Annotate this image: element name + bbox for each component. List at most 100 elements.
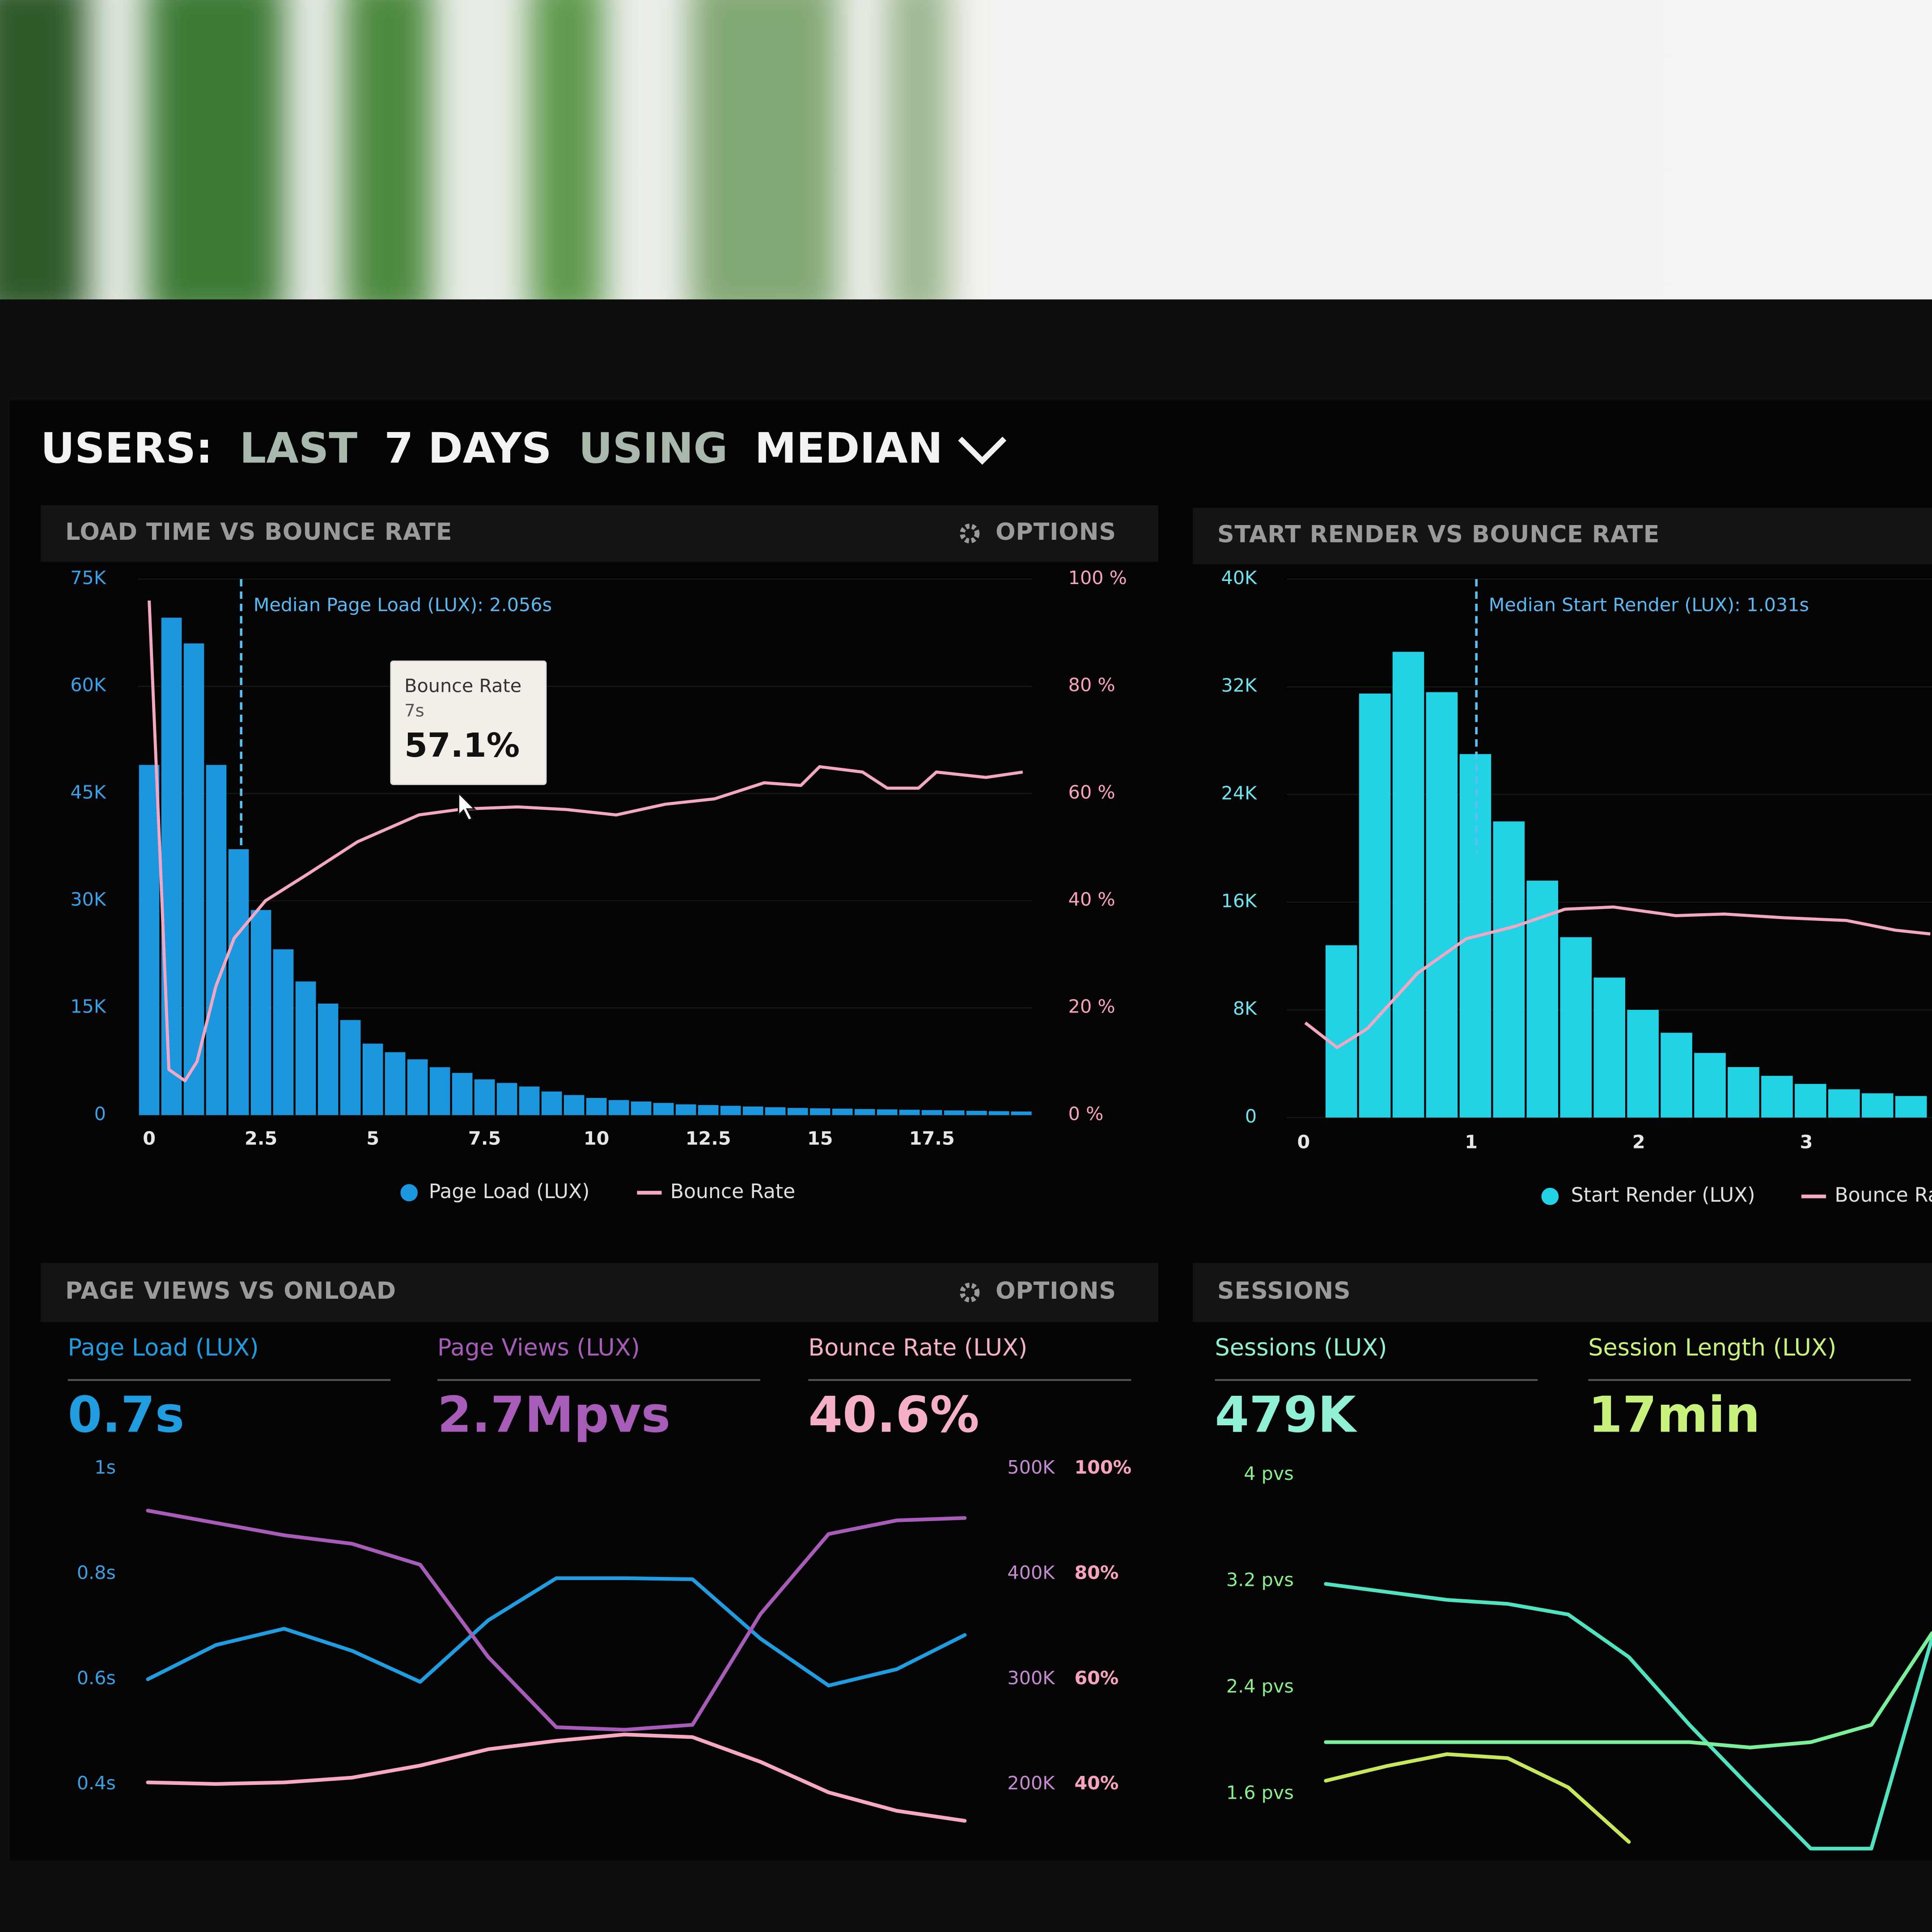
mouse-cursor [458,791,477,821]
stat-label: Sessions (LUX) [1215,1334,1387,1361]
histogram-bar [519,1086,540,1115]
options-button[interactable]: OPTIONS [996,518,1116,546]
y-tick-label: 16K [1221,890,1258,911]
histogram-bar [541,1091,562,1115]
x-tick-label: 15 [807,1127,833,1149]
y-tick-label: 60K [70,674,106,696]
x-tick-label: 0 [143,1127,156,1149]
gear-icon-hole [967,531,972,536]
bounce-rate-line [148,600,1023,1083]
histogram-bar [787,1108,808,1115]
histogram-bar [429,1067,450,1115]
histogram-bar [362,1043,383,1115]
histogram-bar [273,949,294,1115]
title-part: USERS: [41,424,213,473]
y-tick-label: 2.4 pvs [1226,1676,1294,1697]
x-tick-label: 2 [1632,1131,1645,1153]
y3-tick-label: 40% [1074,1772,1119,1794]
histogram-bar [1325,945,1357,1118]
histogram-bar [1694,1053,1726,1118]
histogram-bar [496,1083,517,1115]
histogram-bar [183,643,204,1115]
panel-title: START RENDER VS BOUNCE RATE [1217,521,1660,548]
series-line [1324,1631,1932,1750]
options-button[interactable]: OPTIONS [996,1277,1116,1305]
y-tick-label: 0.4s [77,1772,116,1794]
histogram-bar [1861,1093,1894,1118]
histogram-bar [809,1108,830,1115]
legend-label[interactable]: Bounce Rate [1835,1184,1932,1207]
histogram-bar [921,1110,942,1115]
legend-marker [1541,1187,1559,1205]
x-tick-label: 12.5 [686,1127,731,1149]
leaf [148,0,284,321]
histogram-bar [452,1073,473,1115]
y-tick-label: 0 [1245,1106,1257,1127]
dropdown-chevron [958,436,1007,465]
y-tick-label: 75K [70,567,106,589]
series-line [1324,1752,1631,1844]
tooltip-subtitle: 7s [404,701,424,721]
y3-tick-label: 80% [1074,1562,1119,1583]
y-tick-label: 8K [1233,998,1257,1019]
leaf [690,0,838,321]
series-line [146,1508,967,1732]
legend-label[interactable]: Start Render (LUX) [1571,1184,1755,1207]
legend-marker [400,1184,418,1202]
x-tick-label: 5 [366,1127,379,1149]
legend-label[interactable]: Page Load (LUX) [429,1180,590,1203]
histogram-bar [564,1095,585,1115]
tooltip-title: Bounce Rate [404,675,521,696]
stat-value: 0.7s [68,1386,185,1443]
histogram-bar [407,1059,428,1115]
gear-icon [960,1283,980,1303]
x-tick-label: 17.5 [909,1127,955,1149]
histogram-bar [966,1110,987,1115]
histogram-bar [944,1110,965,1115]
y2-tick-label: 40 % [1068,889,1115,910]
title-part: MEDIAN [754,424,943,473]
x-tick-label: 1 [1465,1131,1478,1153]
series-line [1324,1582,1932,1851]
histogram-bar [631,1102,652,1115]
panel-header [1192,1263,1932,1322]
series-line [146,1733,967,1823]
y-tick-label: 0.6s [77,1667,116,1689]
y2-tick-label: 100 % [1068,567,1127,589]
histogram-bar [318,1004,339,1115]
y3-tick-label: 60% [1074,1667,1119,1689]
histogram-bar [1560,937,1592,1118]
y-tick-label: 24K [1221,782,1258,804]
legend-label[interactable]: Bounce Rate [670,1180,796,1203]
x-tick-label: 2.5 [245,1127,277,1149]
histogram-bar [698,1105,719,1115]
y2-tick-label: 200K [1007,1772,1055,1794]
histogram-bar [653,1103,674,1115]
histogram-bar [1392,652,1424,1118]
histogram-bar [250,910,271,1115]
panel-title: PAGE VIEWS VS ONLOAD [65,1277,396,1305]
histogram-bar [899,1110,920,1115]
histogram-bar [1728,1067,1759,1118]
y2-tick-label: 500K [1007,1457,1055,1478]
histogram-bar [161,618,182,1115]
stat-value: 2.7Mpvs [437,1386,670,1443]
x-tick-label: 3 [1800,1131,1813,1153]
histogram-bar [1661,1033,1692,1118]
histogram-bar [1493,821,1525,1118]
x-tick-label: 10 [584,1127,610,1149]
histogram-bar [1627,1010,1659,1118]
y2-tick-label: 400K [1007,1562,1055,1583]
y-tick-label: 1s [94,1457,116,1478]
histogram-bar [608,1100,629,1115]
histogram-bar [877,1109,898,1115]
y3-tick-label: 100% [1074,1457,1131,1478]
histogram-bar [340,1020,361,1115]
title-part: 7 DAYS [384,424,551,473]
y-tick-label: 0 [94,1103,106,1124]
tooltip-value: 57.1% [404,726,520,765]
x-tick-label: 7.5 [468,1127,501,1149]
histogram-bar [586,1098,607,1115]
